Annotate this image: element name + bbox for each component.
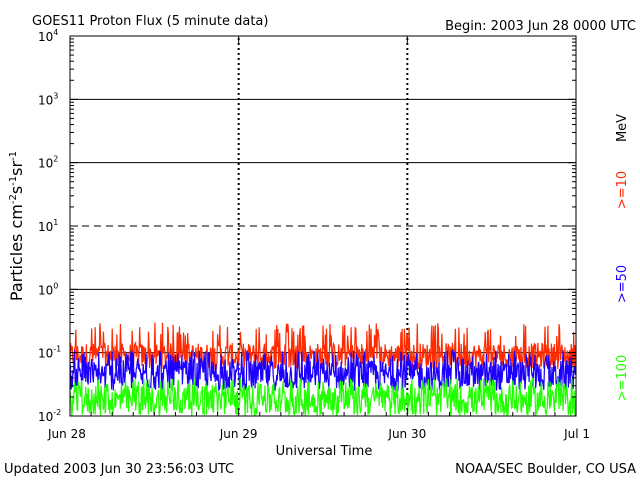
begin-time: Begin: 2003 Jun 28 0000 UTC <box>445 19 636 34</box>
y-tick-label: 102 <box>38 155 58 171</box>
updated-time: Updated 2003 Jun 30 23:56:03 UTC <box>4 462 234 477</box>
y-tick-label: 10-2 <box>38 408 61 424</box>
flux-series <box>70 322 576 416</box>
x-axis-label: Universal Time <box>276 444 373 459</box>
y-tick-label: 100 <box>38 281 58 297</box>
legend-ge10: >=10 <box>615 171 630 209</box>
y-axis: 10-2 10-1 100 101 102 103 104 <box>38 28 576 424</box>
x-tick-label: Jun 30 <box>387 427 426 441</box>
y-tick-label: 103 <box>38 91 58 107</box>
x-axis: Jun 28 Jun 29 Jun 30 Jul 1 <box>47 36 590 441</box>
x-tick-label: Jun 29 <box>219 427 258 441</box>
legend-ge100: >=100 <box>615 355 630 402</box>
y-tick-label: 101 <box>38 218 58 234</box>
series-line <box>70 377 576 416</box>
y-tick-label: 10-1 <box>38 345 61 361</box>
x-tick-label: Jul 1 <box>563 427 590 441</box>
reference-lines <box>70 98 576 354</box>
x-tick-label: Jun 28 <box>47 427 86 441</box>
chart-title: GOES11 Proton Flux (5 minute data) <box>32 14 268 29</box>
y-tick-label: 104 <box>38 28 58 44</box>
y-axis-label: Particles cm-2s-1sr-1 <box>7 151 26 301</box>
source-credit: NOAA/SEC Boulder, CO USA <box>455 462 636 477</box>
legend-ge50: >=50 <box>615 265 630 303</box>
unit-label: MeV <box>615 114 630 142</box>
